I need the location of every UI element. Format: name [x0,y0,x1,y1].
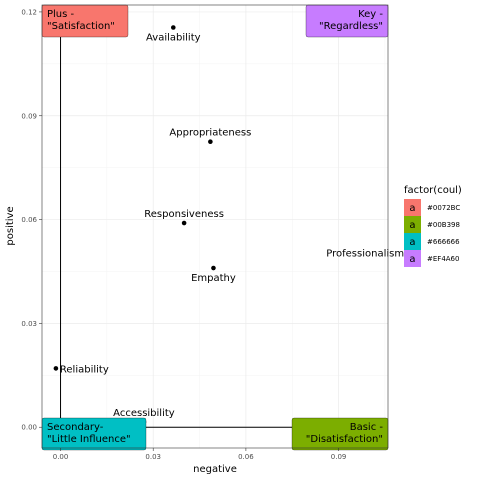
legend-key [404,199,421,216]
legend-key-letter: a [409,237,415,248]
y-tick-label: 0.09 [21,112,37,120]
legend-key-letter: a [409,203,415,214]
legend-title: factor(coul) [404,185,462,196]
quadrant-label-text: Basic - [350,422,384,433]
point-label: Accessibility [113,408,175,419]
quadrant-label-text: "Disatisfaction" [306,434,383,445]
quadrant-label-text: Plus - [47,9,75,20]
x-axis-ticks: 0.00 0.03 0.06 0.09 [53,448,347,461]
legend: factor(coul) a #0072BC a #00B398 a #666666 a #E… [404,185,462,267]
quadrant-label-top-left: Plus -"Satisfaction" [41,4,129,38]
quadrant-label-top-right: Key -"Regardless" [305,4,389,38]
quadrant-label-bottom-left: Secondary-"Little Influence" [41,417,147,451]
legend-key-letter: a [409,254,415,265]
quadrant-label-text: "Regardless" [319,21,383,32]
data-point [211,265,216,271]
legend-key [404,250,421,267]
quadrant-labels: Plus -"Satisfaction" Key -"Regardless" Sec… [41,4,389,451]
y-axis-ticks: 0.00 0.03 0.06 0.09 0.12 [21,8,42,432]
y-tick-label: 0.03 [21,320,37,328]
quadrant-label-text: Key - [358,9,383,20]
quadrant-label-text: "Little Influence" [47,434,131,445]
data-point [181,220,187,226]
y-tick-label: 0.06 [21,216,37,224]
data-point [208,139,213,145]
data-point [170,25,176,30]
legend-key [404,216,421,233]
minor-grid [42,5,388,448]
point-labels: Availability Appropriateness Responsivenes… [60,32,404,419]
legend-key-letter: a [409,220,415,231]
legend-item: a #0072BC [404,199,460,216]
y-tick-label: 0.00 [21,424,37,432]
point-label: Professionalism [326,248,404,259]
x-tick-label: 0.09 [331,453,347,461]
quadrant-label-text: Secondary- [47,422,104,433]
x-tick-label: 0.03 [145,453,161,461]
legend-label: #666666 [427,238,460,246]
point-label: Availability [146,32,201,43]
panel-border [41,4,389,449]
legend-label: #00B398 [427,221,460,229]
point-label: Empathy [191,273,236,284]
x-axis-title: negative [193,464,237,475]
quadrant-label-bottom-right: Basic -"Disatisfaction" [291,417,389,451]
legend-item: a #00B398 [404,216,460,233]
legend-item: a #EF4A60 [404,250,459,267]
x-tick-label: 0.00 [53,453,69,461]
legend-item: a #666666 [404,233,460,250]
legend-key [404,233,421,250]
y-tick-label: 0.12 [21,8,37,16]
legend-label: #0072BC [427,204,460,212]
quadrant-label-text: "Satisfaction" [47,21,115,32]
point-label: Responsiveness [144,209,224,220]
panel-background [42,5,388,448]
legend-label: #EF4A60 [427,255,459,263]
y-axis-title: positive [5,206,16,245]
data-point [53,366,59,371]
x-tick-label: 0.06 [238,453,254,461]
point-label: Reliability [60,364,109,375]
point-label: Appropriateness [169,128,251,139]
